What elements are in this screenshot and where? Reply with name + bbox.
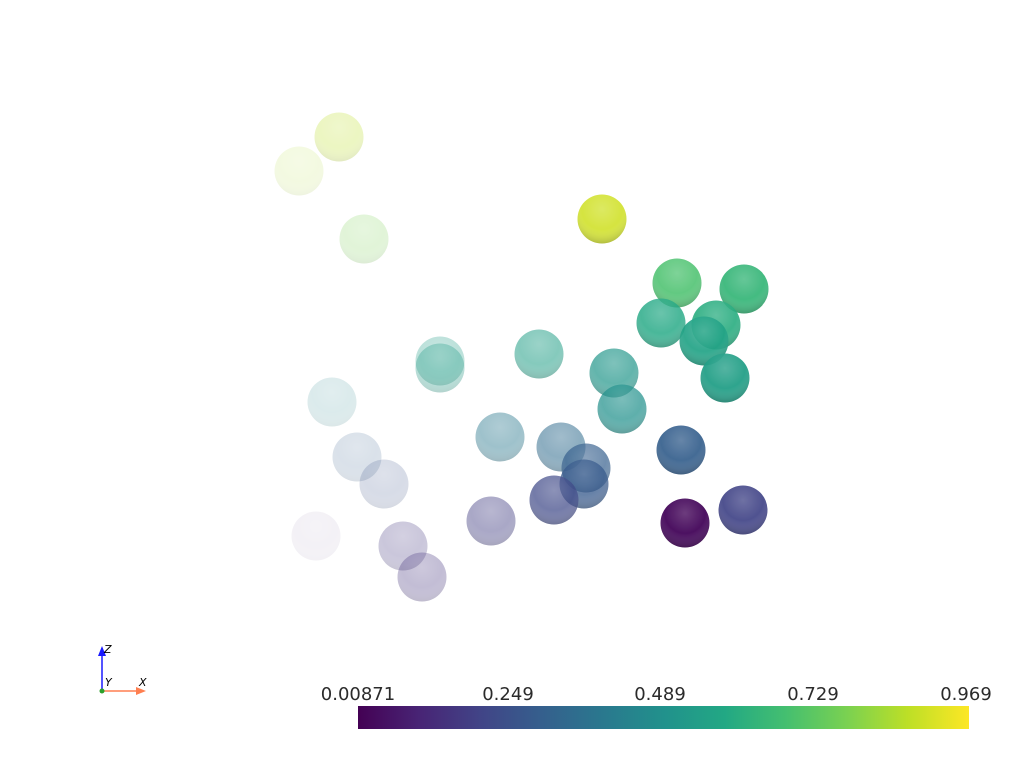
- sphere-glyph: [656, 425, 706, 475]
- colorbar-tick-label: 0.489: [634, 684, 686, 705]
- sphere-glyph: [397, 552, 447, 602]
- colorbar-tick-label: 0.969: [940, 684, 992, 705]
- colorbar-tick-label: 0.729: [787, 684, 839, 705]
- colorbar-gradient: [358, 706, 969, 729]
- sphere-glyph: [652, 258, 702, 308]
- y-axis-marker: [99, 688, 105, 694]
- colorbar-tick-label: 0.249: [482, 684, 534, 705]
- y-axis-label: Y: [105, 676, 113, 689]
- sphere-glyph: [660, 498, 710, 548]
- x-axis-arrowhead: [136, 687, 146, 695]
- scalar-bar: 0.00871 0.249 0.489 0.729 0.969: [321, 684, 992, 729]
- sphere-glyph: [679, 316, 729, 366]
- sphere-glyph: [719, 264, 769, 314]
- sphere-glyph: [475, 412, 525, 462]
- sphere-glyph: [359, 459, 409, 509]
- sphere-glyph: [514, 329, 564, 379]
- sphere-glyph: [529, 475, 579, 525]
- sphere-glyph: [700, 353, 750, 403]
- sphere-glyph: [307, 377, 357, 427]
- sphere-glyph: [291, 511, 341, 561]
- sphere-glyph: [636, 298, 686, 348]
- sphere-glyphs: [274, 112, 769, 602]
- sphere-glyph: [466, 496, 516, 546]
- z-axis-arrowhead: [98, 646, 106, 656]
- orientation-axes-widget: Z Y X: [98, 643, 147, 695]
- sphere-glyph: [577, 194, 627, 244]
- sphere-glyph: [274, 146, 324, 196]
- z-axis-label: Z: [103, 643, 112, 656]
- sphere-glyph: [339, 214, 389, 264]
- colorbar-tick-label: 0.00871: [321, 684, 395, 705]
- colorbar-tick-labels: 0.00871 0.249 0.489 0.729 0.969: [321, 684, 992, 705]
- sphere-glyph: [597, 384, 647, 434]
- sphere-glyph: [415, 343, 465, 393]
- sphere-glyph: [314, 112, 364, 162]
- x-axis-label: X: [138, 676, 147, 689]
- sphere-glyph: [718, 485, 768, 535]
